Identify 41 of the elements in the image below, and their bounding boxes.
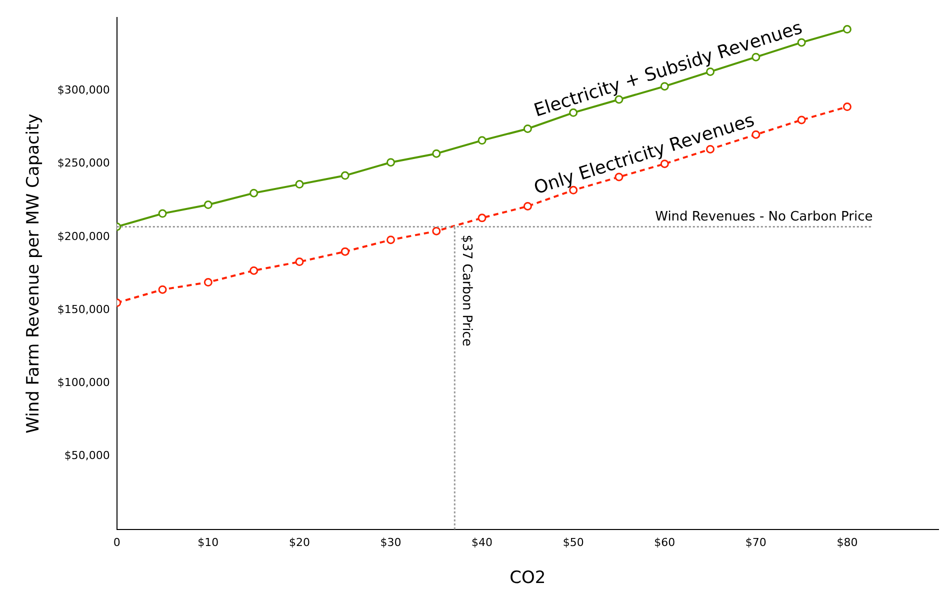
- point: [478, 136, 486, 145]
- y-tick-label: $250,000: [57, 156, 110, 170]
- y-tick-label: $100,000: [57, 376, 110, 390]
- point: [660, 82, 669, 91]
- x-tick-label: $60: [654, 536, 676, 549]
- ref-line-label: $37 Carbon Price: [458, 234, 474, 346]
- point: [340, 247, 350, 256]
- point: [842, 102, 852, 112]
- point: [523, 124, 532, 133]
- x-tick-label: 0: [113, 536, 120, 549]
- point: [295, 258, 304, 266]
- x-tick-label: $40: [472, 536, 493, 549]
- ref-line-label: Wind Revenues - No Carbon Price: [655, 210, 873, 225]
- point: [432, 149, 441, 158]
- x-axis-title: CO2: [510, 568, 546, 588]
- point: [204, 278, 212, 287]
- x-tick-label: $70: [745, 536, 766, 549]
- x-tick-label: $80: [836, 536, 858, 549]
- point: [386, 236, 396, 244]
- y-tick-label: $200,000: [57, 230, 110, 243]
- x-tick-label: $50: [562, 536, 584, 549]
- y-axis-title: Wind Farm Revenue per MW Capacity: [24, 114, 44, 434]
- point: [523, 202, 532, 210]
- point: [295, 180, 304, 189]
- point: [432, 226, 441, 236]
- x-tick-label: $10: [198, 536, 219, 549]
- point: [842, 25, 852, 34]
- point: [250, 266, 258, 275]
- point: [204, 200, 212, 210]
- point: [340, 171, 350, 180]
- point: [158, 209, 167, 218]
- point: [250, 188, 258, 198]
- point: [478, 214, 486, 222]
- x-tick-label: $30: [380, 536, 402, 549]
- point: [386, 158, 396, 167]
- point: [158, 285, 167, 294]
- x-tick-label: $20: [288, 536, 310, 549]
- y-tick-label: $150,000: [57, 302, 110, 316]
- point: [797, 116, 806, 124]
- y-tick-label: $300,000: [57, 84, 110, 97]
- y-tick-label: $50,000: [64, 449, 110, 462]
